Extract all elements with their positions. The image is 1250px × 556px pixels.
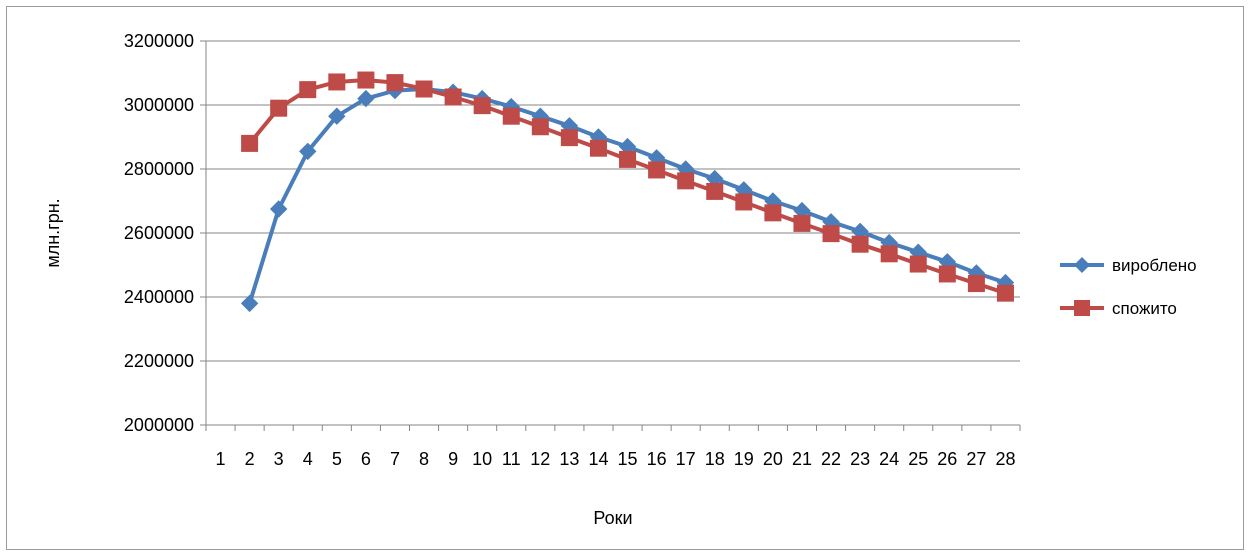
data-point <box>299 142 317 161</box>
data-point <box>357 89 375 108</box>
data-point <box>996 284 1014 302</box>
x-tick-label: 2 <box>245 449 255 469</box>
y-tick-label: 2800000 <box>124 159 194 179</box>
x-tick-label: 19 <box>734 449 754 469</box>
data-point <box>415 80 433 98</box>
x-tick-label: 24 <box>879 449 899 469</box>
data-point <box>357 71 375 89</box>
data-point <box>473 97 491 115</box>
x-tick-label: 20 <box>763 449 783 469</box>
x-tick-label: 5 <box>332 449 342 469</box>
x-tick-label: 6 <box>361 449 371 469</box>
x-tick-label: 27 <box>966 449 986 469</box>
x-tick-label: 3 <box>274 449 284 469</box>
y-tick-label: 2400000 <box>124 287 194 307</box>
x-tick-label: 25 <box>908 449 928 469</box>
y-axis-title: млн.грн. <box>43 198 63 267</box>
data-point <box>967 275 985 293</box>
data-point <box>880 245 898 263</box>
data-point <box>270 99 288 117</box>
x-tick-label: 8 <box>419 449 429 469</box>
x-tick-labels: 1 2 3 4 5 6 7 8 9 10 11 12 13 14 15 16 17 18 19 20 21 22 23 24 2… <box>216 449 1016 469</box>
data-point <box>589 139 607 157</box>
data-point <box>240 294 259 313</box>
x-axis-title: Роки <box>593 508 632 528</box>
legend: вироблено спожито <box>1060 256 1197 318</box>
data-point <box>560 129 578 147</box>
y-tick-label: 2600000 <box>124 223 194 243</box>
x-tick-label: 26 <box>937 449 957 469</box>
x-tick-label: 9 <box>448 449 458 469</box>
data-point <box>938 265 956 283</box>
y-tick-label: 2000000 <box>124 415 194 435</box>
gridlines <box>206 40 1020 362</box>
x-tick-label: 22 <box>821 449 841 469</box>
data-point <box>764 204 782 222</box>
series-line <box>247 87 1007 304</box>
series-layer <box>240 71 1015 313</box>
x-tick-label: 4 <box>303 449 313 469</box>
data-point <box>735 193 753 211</box>
x-tick-label: 11 <box>502 449 521 469</box>
data-point <box>386 74 404 92</box>
data-point <box>531 118 549 136</box>
x-tick-label: 7 <box>390 449 400 469</box>
x-tick-label: 23 <box>850 449 870 469</box>
data-point <box>822 225 840 243</box>
x-tick-label: 16 <box>647 449 667 469</box>
data-point <box>502 107 520 125</box>
x-tick-label: 13 <box>559 449 579 469</box>
data-point <box>269 200 288 218</box>
data-point <box>648 161 666 179</box>
x-tick-label: 28 <box>995 449 1015 469</box>
x-tick-label: 10 <box>472 449 492 469</box>
legend-label: спожито <box>1112 299 1177 318</box>
data-point <box>328 73 346 91</box>
data-point <box>299 81 317 99</box>
y-tick-labels: 2000000 2200000 2400000 2600000 2800000 30000… <box>124 31 194 435</box>
legend-item: вироблено <box>1060 256 1197 275</box>
x-tick-label: 1 <box>216 449 226 469</box>
data-point <box>677 172 695 190</box>
data-point <box>619 150 637 168</box>
x-tick-label: 12 <box>530 449 550 469</box>
y-tick-label: 3000000 <box>124 95 194 115</box>
legend-marker <box>1074 300 1090 316</box>
x-tick-label: 17 <box>676 449 696 469</box>
legend-item: спожито <box>1060 299 1177 318</box>
series-spozhyto <box>241 71 1014 302</box>
legend-marker <box>1074 257 1090 273</box>
series-vyrobleno <box>240 80 1015 313</box>
y-tick-label: 2200000 <box>124 351 194 371</box>
y-tick-label: 3200000 <box>124 31 194 51</box>
data-point <box>851 235 869 253</box>
x-tick-label: 21 <box>792 449 812 469</box>
data-point <box>793 214 811 232</box>
data-point <box>328 107 346 125</box>
x-tick-label: 14 <box>588 449 608 469</box>
x-tick-label: 15 <box>618 449 638 469</box>
data-point <box>909 255 927 273</box>
data-point <box>241 134 259 152</box>
data-point <box>444 88 462 106</box>
data-point <box>706 182 724 200</box>
chart-frame: 2000000 2200000 2400000 2600000 2800000 30000… <box>6 6 1244 550</box>
axes <box>200 40 1021 431</box>
legend-label: вироблено <box>1112 256 1197 275</box>
x-tick-label: 18 <box>705 449 725 469</box>
chart-svg: 2000000 2200000 2400000 2600000 2800000 30000… <box>43 31 1197 528</box>
